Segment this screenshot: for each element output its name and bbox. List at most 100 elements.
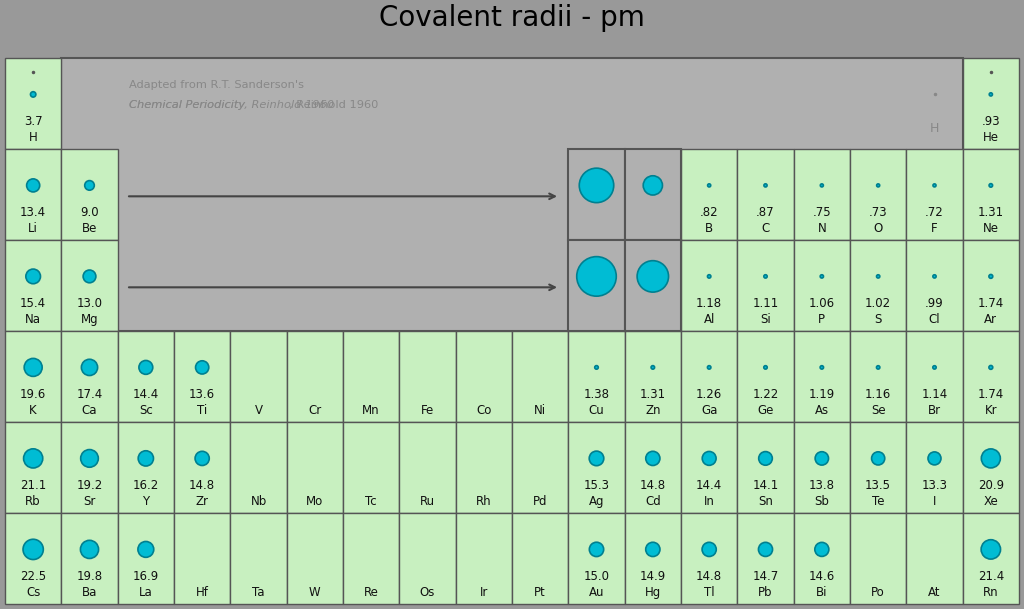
Bar — [399, 331, 456, 422]
Text: 21.1: 21.1 — [20, 479, 46, 492]
Bar — [512, 422, 568, 513]
Circle shape — [85, 181, 94, 190]
Bar — [456, 331, 512, 422]
Circle shape — [81, 359, 97, 376]
Text: At: At — [928, 586, 941, 599]
Bar — [399, 422, 456, 513]
Text: Adapted from R.T. Sanderson's: Adapted from R.T. Sanderson's — [129, 80, 304, 90]
Text: S: S — [874, 312, 882, 326]
Text: P: P — [818, 312, 825, 326]
Text: 1.11: 1.11 — [753, 297, 778, 310]
Bar — [625, 149, 681, 240]
Bar — [737, 240, 794, 331]
Bar — [963, 149, 1019, 240]
Circle shape — [702, 542, 716, 557]
Bar — [625, 422, 681, 513]
Text: Y: Y — [142, 495, 150, 508]
Circle shape — [981, 449, 1000, 468]
Bar — [61, 513, 118, 604]
Circle shape — [989, 184, 992, 187]
Bar — [61, 422, 118, 513]
Text: La: La — [139, 586, 153, 599]
Text: Os: Os — [420, 586, 435, 599]
Circle shape — [928, 452, 941, 465]
Text: 1.31: 1.31 — [640, 388, 666, 401]
Circle shape — [981, 540, 1000, 559]
Circle shape — [580, 168, 613, 203]
Circle shape — [708, 275, 711, 278]
Text: Chemical Periodicity: Chemical Periodicity — [129, 100, 245, 110]
Text: Ba: Ba — [82, 586, 97, 599]
Text: Li: Li — [29, 222, 38, 234]
Circle shape — [764, 275, 767, 278]
Circle shape — [138, 451, 154, 466]
Text: Mg: Mg — [81, 312, 98, 326]
Bar — [963, 422, 1019, 513]
Bar — [963, 513, 1019, 604]
Bar — [906, 513, 963, 604]
Text: Br: Br — [928, 404, 941, 417]
Circle shape — [24, 449, 43, 468]
Bar — [343, 513, 399, 604]
Text: He: He — [983, 131, 998, 144]
Bar — [61, 58, 963, 331]
Text: 14.1: 14.1 — [753, 479, 778, 492]
Bar — [512, 513, 568, 604]
Bar — [681, 513, 737, 604]
Text: Se: Se — [870, 404, 886, 417]
Bar — [512, 331, 568, 422]
Text: Ta: Ta — [252, 586, 265, 599]
Bar — [906, 240, 963, 331]
Circle shape — [702, 451, 716, 465]
Bar — [681, 422, 737, 513]
Circle shape — [933, 275, 936, 278]
Text: 16.9: 16.9 — [133, 570, 159, 583]
Circle shape — [708, 365, 711, 369]
Circle shape — [989, 275, 992, 278]
Text: .82: .82 — [699, 206, 719, 219]
Text: Mo: Mo — [306, 495, 324, 508]
Circle shape — [590, 542, 604, 557]
Text: Cs: Cs — [26, 586, 40, 599]
Bar — [681, 149, 737, 240]
Bar — [625, 331, 681, 422]
Circle shape — [646, 542, 659, 557]
Bar — [230, 513, 287, 604]
Text: Sb: Sb — [814, 495, 829, 508]
Text: Po: Po — [871, 586, 885, 599]
Text: 19.6: 19.6 — [20, 388, 46, 401]
Text: 1.38: 1.38 — [584, 388, 609, 401]
Bar — [5, 422, 61, 513]
Text: 15.4: 15.4 — [20, 297, 46, 310]
Text: 14.8: 14.8 — [640, 479, 666, 492]
Bar — [230, 422, 287, 513]
Text: Kr: Kr — [984, 404, 997, 417]
Circle shape — [651, 365, 654, 369]
Text: Ca: Ca — [82, 404, 97, 417]
Text: B: B — [706, 222, 714, 234]
Bar — [681, 240, 737, 331]
Circle shape — [23, 539, 43, 560]
Text: Ti: Ti — [197, 404, 207, 417]
Text: 14.4: 14.4 — [696, 479, 722, 492]
Bar — [456, 422, 512, 513]
Text: Re: Re — [364, 586, 379, 599]
Text: 20.9: 20.9 — [978, 479, 1004, 492]
Circle shape — [708, 184, 711, 187]
Text: 1.22: 1.22 — [753, 388, 778, 401]
Circle shape — [871, 452, 885, 465]
Text: 15.0: 15.0 — [584, 570, 609, 583]
Text: Hg: Hg — [645, 586, 660, 599]
Text: 13.6: 13.6 — [189, 388, 215, 401]
Bar — [343, 422, 399, 513]
Text: In: In — [703, 495, 715, 508]
Circle shape — [139, 361, 153, 375]
Bar — [568, 240, 625, 331]
Text: 1.31: 1.31 — [978, 206, 1004, 219]
Circle shape — [815, 452, 828, 465]
Text: Tl: Tl — [703, 586, 715, 599]
Circle shape — [589, 451, 604, 466]
Text: 3.7: 3.7 — [24, 115, 42, 128]
Text: N: N — [817, 222, 826, 234]
Bar — [737, 331, 794, 422]
